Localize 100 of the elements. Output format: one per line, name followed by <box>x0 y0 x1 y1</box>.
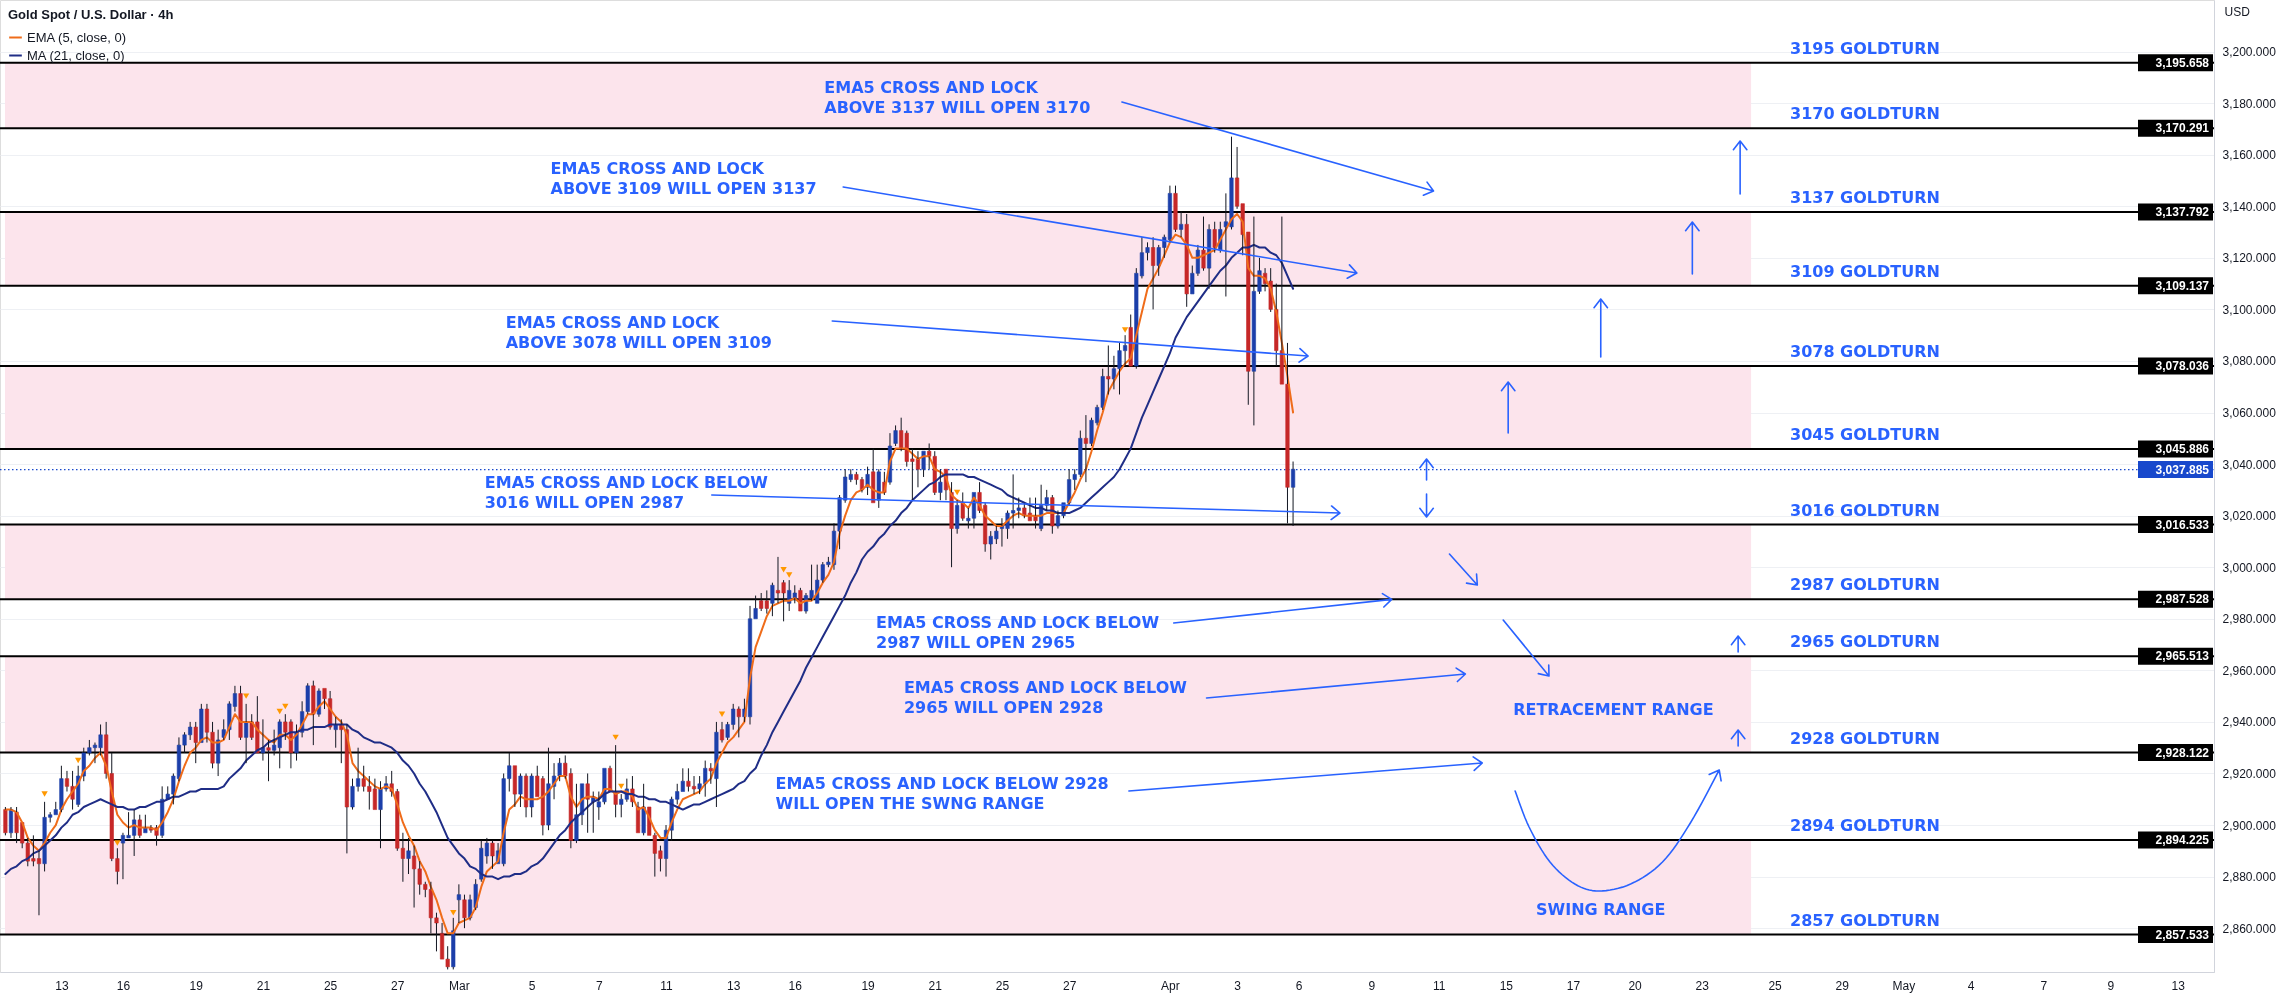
annotation: 3,078.036 <box>2155 359 2210 374</box>
text: Gold Spot / U.S. Dollar · 4h <box>8 7 174 22</box>
candlestick <box>719 721 725 744</box>
annotation: 2,965.513 <box>2155 649 2210 664</box>
candlestick <box>714 721 719 808</box>
x-tick-label: 6 <box>1295 978 1303 993</box>
candlestick <box>462 894 467 929</box>
x-tick-label: 21 <box>256 978 271 993</box>
annotation: 3,195.658 <box>2155 55 2210 70</box>
candlestick <box>938 468 943 501</box>
point <box>786 572 793 578</box>
y-tick-label: 2,940.000 <box>2222 715 2277 730</box>
legend-label: MA (21, close, 0) <box>27 47 125 63</box>
x-tick-label: 20 <box>1628 978 1643 993</box>
ref-line-label: 3016 GOLDTURN <box>1790 500 1940 520</box>
candlestick <box>708 762 713 785</box>
candlestick <box>216 729 221 777</box>
x-tick-label: 7 <box>596 978 603 993</box>
x-tick-label: 13 <box>2171 978 2186 993</box>
y-tick-label: 2,860.000 <box>2222 921 2277 936</box>
point <box>75 757 82 764</box>
point <box>114 840 121 846</box>
x-tick-label: 5 <box>528 978 536 993</box>
annotation: 2,857.533 <box>2155 927 2210 942</box>
candlestick <box>266 739 271 782</box>
x-tick-label: Apr <box>1161 978 1180 993</box>
y-tick-label: 3,020.000 <box>2222 509 2277 524</box>
x-tick-label: Mar <box>449 978 470 993</box>
candlestick <box>641 783 646 836</box>
annotation: 3,045.886 <box>2155 441 2210 456</box>
candlestick <box>1291 461 1296 527</box>
x-tick-label: May <box>1892 978 1916 993</box>
y-tick-label: 2,900.000 <box>2222 818 2277 833</box>
candlestick <box>574 783 579 844</box>
candlestick <box>490 840 495 870</box>
point <box>242 693 250 699</box>
candlestick <box>524 772 529 818</box>
y-axis-title: USD <box>2224 4 2251 19</box>
y-tick-label: 2,980.000 <box>2222 612 2277 627</box>
x-tick-label: 29 <box>1835 978 1850 993</box>
candlestick <box>635 801 641 834</box>
x-tick-label: 17 <box>1566 978 1581 993</box>
candlestick <box>736 705 741 738</box>
candlestick <box>921 450 926 478</box>
x-tick-label: 11 <box>1432 978 1446 993</box>
ref-line-label: 3045 GOLDTURN <box>1790 424 1940 444</box>
candlestick <box>244 703 249 764</box>
x-tick-label: 16 <box>116 978 131 993</box>
annotation: 2,894.225 <box>2155 832 2210 847</box>
candlestick <box>529 772 534 818</box>
annotation: 2,928.122 <box>2155 745 2210 760</box>
y-tick-label: 3,040.000 <box>2222 457 2277 472</box>
ref-line-label: 3170 GOLDTURN <box>1790 104 1940 124</box>
x-tick-label: 15 <box>1499 978 1514 993</box>
x-tick-label: 11 <box>660 978 674 993</box>
candlestick <box>406 837 411 875</box>
candlestick <box>893 424 898 447</box>
x-tick-label: 27 <box>1062 978 1077 993</box>
candlestick <box>1229 136 1234 230</box>
annotation: 3,037.885 <box>2155 462 2210 477</box>
candlestick <box>871 448 876 504</box>
x-tick-label: 21 <box>928 978 943 993</box>
ref-line-label: 3078 GOLDTURN <box>1790 342 1940 362</box>
x-tick-label: 13 <box>727 978 741 993</box>
y-tick-label: 3,180.000 <box>2222 96 2277 111</box>
ref-line-label: 2987 GOLDTURN <box>1790 575 1940 595</box>
x-tick-label: 9 <box>2107 978 2115 993</box>
x-tick-label: 7 <box>2040 978 2048 993</box>
ref-line-label: 2857 GOLDTURN <box>1790 910 1940 930</box>
x-tick-label: 25 <box>995 978 1010 993</box>
point <box>450 909 457 916</box>
point <box>953 489 961 496</box>
y-tick-label: 3,100.000 <box>2222 302 2277 317</box>
annotation: EMA5 CROSS AND LOCK BELOW 2965 WILL OPEN 2928 <box>903 678 1188 717</box>
x-tick-label: 9 <box>1368 978 1376 993</box>
candlestick <box>311 680 316 746</box>
candlestick <box>193 721 198 764</box>
point <box>718 711 726 717</box>
candlestick <box>333 716 338 749</box>
ref-line-label: 3195 GOLDTURN <box>1790 38 1940 58</box>
candlestick <box>1083 414 1088 483</box>
x-tick-label: 3 <box>1234 978 1242 993</box>
annotation: EMA5 CROSS AND LOCK ABOVE 3109 WILL OPEN 3137 <box>550 159 817 198</box>
y-tick-label: 3,060.000 <box>2222 406 2277 421</box>
x-tick-label: 19 <box>861 978 876 993</box>
annotation: 3,170.291 <box>2155 121 2210 136</box>
candlestick <box>3 806 8 836</box>
point <box>41 791 48 797</box>
annotation: 3,137.792 <box>2155 204 2210 219</box>
y-tick-label: 3,160.000 <box>2222 148 2277 163</box>
point <box>1121 327 1129 333</box>
x-tick-label: 13 <box>55 978 69 993</box>
x-tick-label: 23 <box>1695 978 1710 993</box>
candlestick <box>876 468 881 509</box>
y-tick-label: 3,200.000 <box>2222 45 2277 60</box>
annotation: EMA5 CROSS AND LOCK ABOVE 3137 WILL OPEN 3170 <box>824 78 1091 117</box>
y-tick-label: 3,000.000 <box>2222 560 2277 575</box>
annotation: EMA5 CROSS AND LOCK BELOW 2928 WILL OPEN THE SWNG RANGE <box>775 774 1109 813</box>
annotation: SWING RANGE <box>1536 900 1666 919</box>
candlestick <box>960 491 965 522</box>
